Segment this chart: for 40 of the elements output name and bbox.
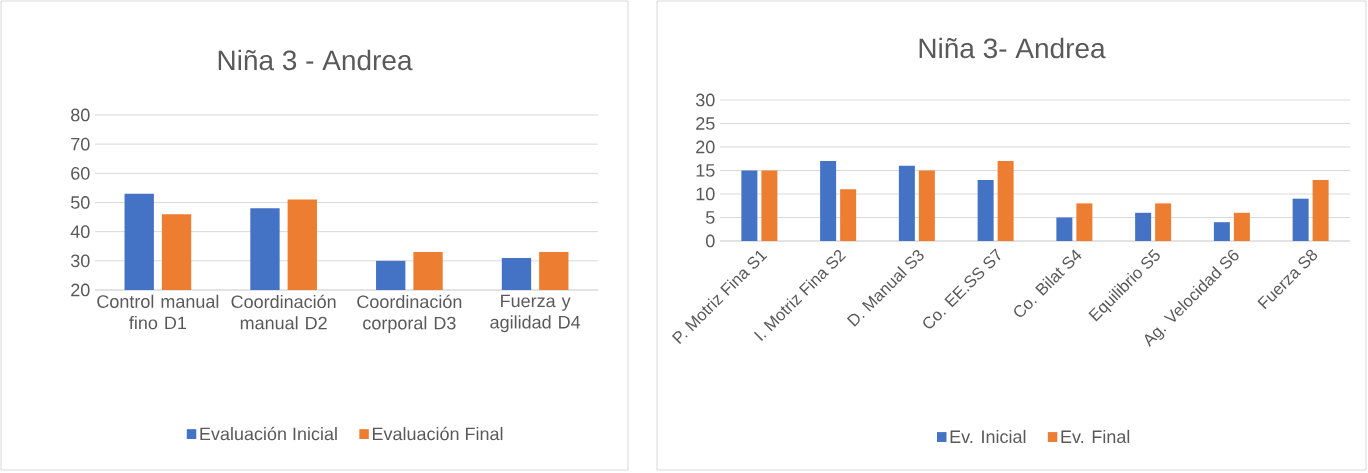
bar <box>1233 212 1250 241</box>
bar <box>1213 222 1230 241</box>
chart-title: Niña 3- Andrea <box>919 37 1106 59</box>
bar <box>977 179 994 241</box>
y-tick-label: 25 <box>696 117 715 130</box>
y-tick-label: 80 <box>71 108 90 122</box>
y-tick-label: 15 <box>696 164 715 177</box>
bar <box>1312 179 1329 241</box>
y-tick-label: 60 <box>71 166 90 180</box>
bar <box>741 170 758 241</box>
y-tick-label: 20 <box>696 140 715 154</box>
bar <box>1155 203 1172 241</box>
legend-label: Evaluación Inicial <box>200 426 337 441</box>
y-tick-label: 70 <box>71 137 90 151</box>
bar <box>918 170 935 241</box>
y-tick-label: 30 <box>695 93 715 107</box>
y-tick-label: 50 <box>70 196 90 209</box>
bar <box>1056 217 1073 241</box>
bar <box>820 161 837 241</box>
y-tick-label: 20 <box>71 283 90 297</box>
y-tick-label: 30 <box>70 254 90 268</box>
x-tick-label: Coordinación corporal D3 <box>357 294 462 334</box>
y-tick-label: 10 <box>696 187 715 201</box>
y-tick-label: 0 <box>706 234 715 248</box>
x-tick-label: Fuerza y agilidad D4 <box>490 294 581 333</box>
bar <box>898 165 915 241</box>
y-tick-label: 5 <box>706 211 715 224</box>
x-tick-label: Coordinación manual D2 <box>231 294 336 330</box>
bar <box>761 170 778 241</box>
bar <box>1292 198 1309 241</box>
x-tick-label: Control manual fino D1 <box>97 294 219 330</box>
legend-label: Evaluación Final <box>372 426 503 441</box>
legend-label: Ev. Inicial <box>950 429 1026 444</box>
y-tick-label: 40 <box>70 225 90 239</box>
bar <box>840 189 857 241</box>
bar <box>1135 212 1152 241</box>
bar <box>1076 203 1093 241</box>
bar <box>997 161 1014 241</box>
legend-label: Ev. Final <box>1061 429 1130 444</box>
chart-title: Niña 3 - Andrea <box>218 49 413 71</box>
